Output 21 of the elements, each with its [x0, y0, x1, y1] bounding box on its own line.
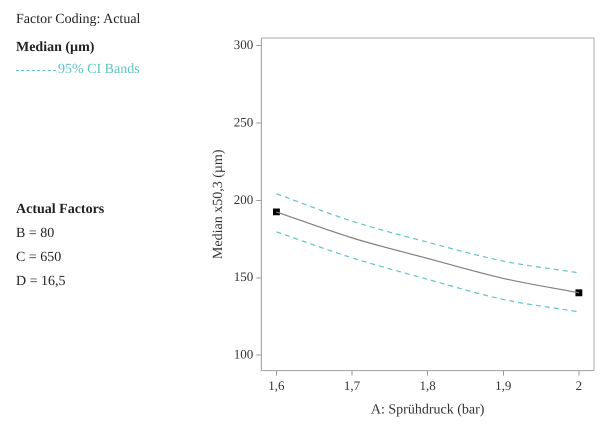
x-tick-label: 2	[576, 378, 582, 393]
line-series	[276, 193, 580, 274]
legend-label: 95% CI Bands	[58, 62, 140, 78]
text: C = 650	[16, 250, 62, 266]
x-tick-label: 1,6	[268, 378, 286, 393]
y-tick-label: 200	[234, 192, 254, 207]
x-tick-label: 1,9	[495, 378, 512, 393]
x-tick-label: 1,8	[420, 378, 436, 393]
text: B = 80	[16, 226, 56, 242]
x-axis-title: A: Sprühdruck (bar)	[370, 402, 485, 418]
text: D = 16,5	[16, 274, 67, 290]
y-axis-title: Median x50,3 (µm)	[211, 149, 226, 260]
y-tick-label: 100	[234, 346, 254, 362]
legend-title: Median (µm)	[16, 40, 96, 56]
y-tick-label: 300	[234, 37, 254, 52]
line-series	[276, 231, 580, 312]
text: Actual Factors	[16, 202, 104, 218]
y-tick-label: 150	[234, 269, 254, 284]
text: Factor Coding: Actual	[16, 12, 140, 28]
y-tick-label: 250	[234, 114, 254, 130]
x-tick-label: 1,7	[344, 378, 361, 393]
